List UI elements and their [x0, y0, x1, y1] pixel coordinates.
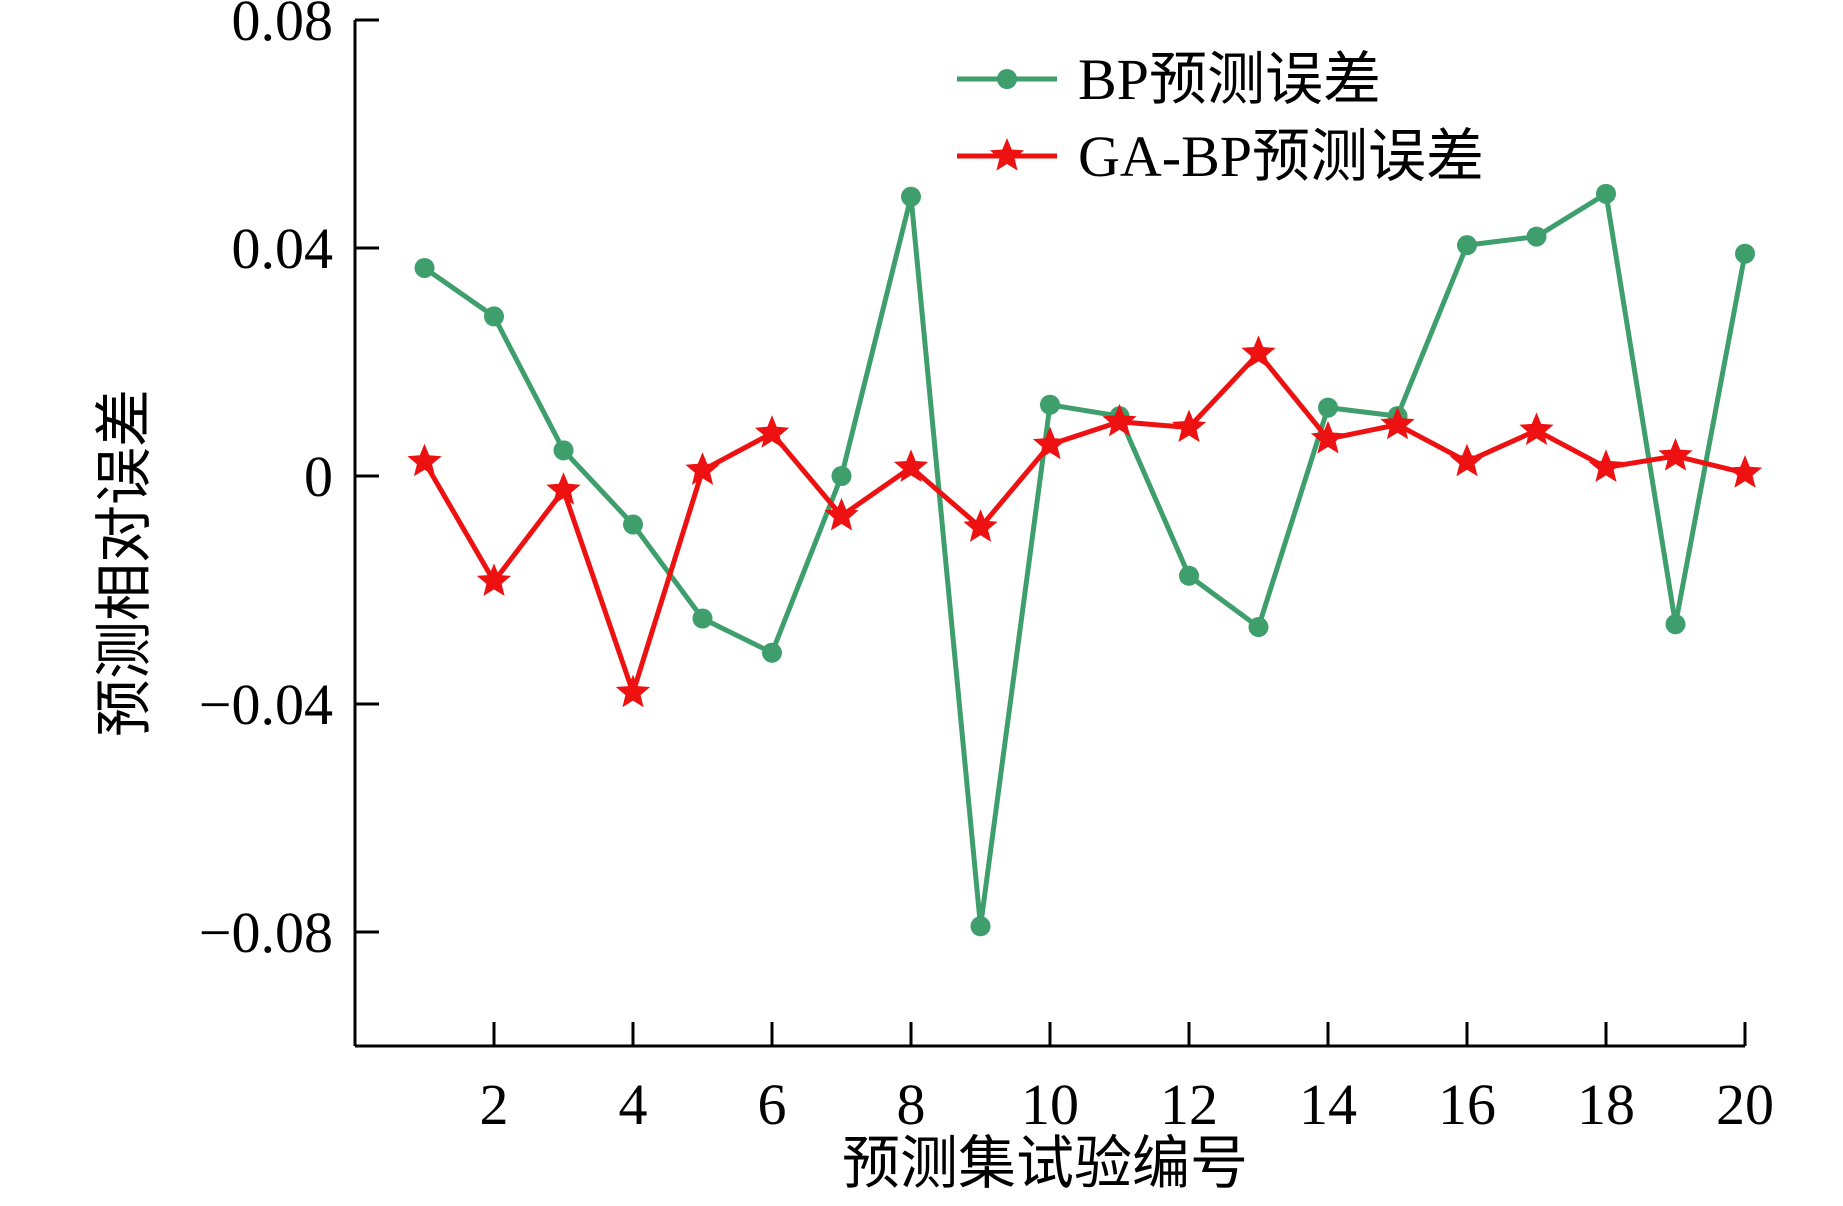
data-point	[1102, 403, 1137, 437]
data-point	[1526, 226, 1547, 247]
y-tick-label: 0.08	[232, 0, 334, 53]
data-point	[1449, 443, 1485, 477]
y-tick-label: −0.08	[199, 900, 333, 965]
x-tick-label: 14	[1299, 1072, 1357, 1137]
x-tick-label: 2	[480, 1072, 509, 1137]
data-point	[1665, 614, 1686, 635]
data-point	[1040, 394, 1060, 415]
data-point	[546, 472, 581, 505]
series-line	[423, 191, 1748, 929]
x-tick-label: 10	[1021, 1072, 1079, 1137]
series-layer	[407, 183, 1763, 937]
data-point	[692, 608, 713, 629]
x-tick-label: 18	[1577, 1072, 1635, 1137]
data-point	[1318, 397, 1338, 418]
data-point	[476, 563, 512, 596]
series-line	[422, 350, 1746, 696]
legend-item: BP预测误差	[957, 47, 1381, 112]
data-point	[1596, 183, 1616, 204]
data-point	[1032, 426, 1068, 460]
data-point	[1248, 617, 1269, 638]
y-tick-label: −0.04	[199, 672, 333, 737]
data-point	[901, 186, 921, 207]
data-point	[970, 916, 991, 937]
legend-marker	[997, 69, 1017, 89]
data-point	[1658, 438, 1693, 471]
legend-item: GA-BP预测误差	[957, 124, 1484, 189]
axes: 0.08 0.04 0 −0.04 −0.08 2 4 6 8 10 12 14 16 18 20	[199, 0, 1774, 1137]
legend-label: GA-BP预测误差	[1078, 124, 1484, 189]
x-tick-label: 6	[758, 1072, 787, 1137]
x-tick-label: 4	[619, 1072, 648, 1137]
legend: BP预测误差 GA-BP预测误差	[957, 47, 1484, 189]
data-point	[754, 415, 790, 448]
data-point	[685, 452, 720, 485]
data-point	[414, 257, 435, 278]
data-point	[1380, 406, 1415, 440]
data-point	[1179, 565, 1199, 586]
data-point	[1727, 455, 1763, 488]
data-point	[1310, 420, 1346, 454]
y-tick-label: 0.04	[232, 216, 334, 281]
data-point	[1735, 243, 1755, 264]
series-1	[414, 183, 1755, 937]
data-point	[893, 449, 929, 482]
data-point	[407, 443, 442, 477]
data-point	[762, 642, 782, 663]
data-point	[484, 306, 504, 327]
series-2	[407, 335, 1763, 708]
x-tick-label: 20	[1716, 1072, 1774, 1137]
data-point	[615, 674, 651, 708]
x-axis-title: 预测集试验编号	[842, 1131, 1248, 1196]
data-point	[1519, 412, 1554, 445]
data-point	[1171, 409, 1207, 443]
data-point	[1241, 335, 1276, 368]
data-point	[824, 497, 859, 531]
x-tick-label: 8	[897, 1072, 926, 1137]
data-point	[553, 440, 574, 461]
y-tick-label: 0	[304, 444, 333, 509]
y-axis-title: 预测相对误差	[92, 389, 157, 737]
legend-marker	[989, 138, 1025, 171]
data-point	[1457, 235, 1477, 256]
x-tick-label: 16	[1438, 1072, 1496, 1137]
x-tick-label: 12	[1160, 1072, 1218, 1137]
data-point	[831, 466, 852, 486]
legend-label: BP预测误差	[1078, 47, 1381, 112]
data-point	[1588, 449, 1624, 482]
data-point	[623, 514, 643, 535]
data-point	[963, 509, 998, 542]
